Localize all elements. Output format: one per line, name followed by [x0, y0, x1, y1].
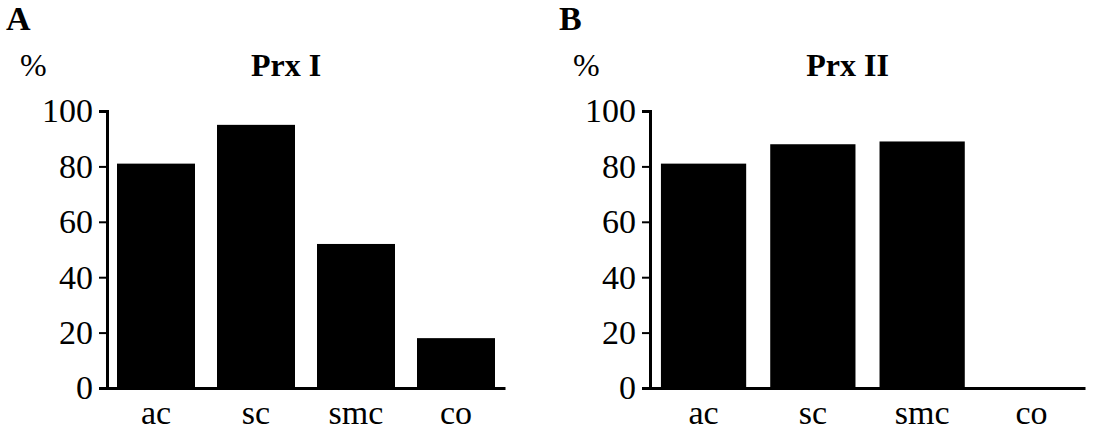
x-axis: ac sc smc co: [108, 389, 506, 432]
panel-label: B: [559, 0, 582, 37]
y-tick-mark: [99, 388, 107, 390]
y-axis-line: [99, 112, 108, 389]
y-tick-mark: [642, 277, 650, 279]
y-tick: 60: [602, 203, 650, 240]
y-tick-label: 60: [602, 203, 636, 240]
x-tick-label: co: [440, 394, 472, 431]
y-tick-label: 80: [602, 148, 636, 185]
y-tick: 0: [76, 369, 107, 406]
y-tick: 20: [59, 314, 107, 351]
y-tick: 40: [59, 259, 107, 296]
y-tick-mark: [642, 332, 650, 334]
x-tick: sc: [242, 394, 270, 431]
y-axis: 0 20 40 60 80 100: [585, 92, 651, 406]
x-tick: ac: [141, 394, 171, 431]
x-tick-label: ac: [688, 394, 718, 431]
x-tick-label: smc: [329, 394, 384, 431]
y-tick-label: 0: [619, 369, 636, 406]
x-axis-line: [651, 387, 1086, 390]
x-tick-label: smc: [895, 394, 950, 431]
y-tick-label: 60: [59, 203, 93, 240]
y-tick: 40: [602, 259, 650, 296]
y-tick-mark: [99, 166, 107, 168]
x-tick: sc: [799, 394, 827, 431]
bar: [770, 144, 855, 388]
bar: [661, 164, 746, 388]
y-tick: 20: [602, 314, 650, 351]
y-axis-title: %: [20, 47, 47, 83]
y-tick-label: 40: [59, 259, 93, 296]
y-tick-label: 100: [42, 92, 93, 129]
y-tick-mark: [99, 277, 107, 279]
x-tick-label: sc: [799, 394, 827, 431]
bars: [661, 141, 965, 388]
y-tick: 100: [585, 92, 650, 129]
x-axis-line: [108, 387, 506, 390]
bars: [117, 125, 495, 388]
y-tick: 80: [59, 148, 107, 185]
y-tick-label: 0: [76, 369, 93, 406]
y-tick-mark: [642, 388, 650, 390]
chart-title: Prx I: [251, 47, 321, 83]
x-tick: co: [440, 394, 472, 431]
y-tick-mark: [99, 332, 107, 334]
panel: 0 20 40 60 80 100 ac sc smc co B% Prx II: [559, 0, 1086, 431]
bar: [117, 164, 195, 388]
y-axis-line: [642, 112, 651, 389]
x-tick: co: [1015, 394, 1047, 431]
y-tick-label: 40: [602, 259, 636, 296]
x-axis: ac sc smc co: [651, 389, 1086, 432]
y-tick-mark: [99, 221, 107, 223]
x-tick-label: sc: [242, 394, 270, 431]
x-tick: smc: [329, 394, 384, 431]
x-tick: ac: [688, 394, 718, 431]
y-tick-label: 20: [59, 314, 93, 351]
y-tick: 60: [59, 203, 107, 240]
bar: [317, 244, 395, 388]
y-tick-label: 100: [585, 92, 636, 129]
y-tick-label: 80: [59, 148, 93, 185]
panel: 0 20 40 60 80 100 ac sc smc co A% Prx I: [6, 0, 506, 431]
x-tick: smc: [895, 394, 950, 431]
y-tick-label: 20: [602, 314, 636, 351]
bar: [417, 338, 495, 388]
y-tick: 80: [602, 148, 650, 185]
bar: [880, 141, 965, 388]
panel-label: A: [6, 0, 31, 37]
y-tick-mark: [642, 166, 650, 168]
chart-title: Prx II: [806, 47, 889, 83]
y-tick: 100: [42, 92, 107, 129]
y-tick: 0: [619, 369, 650, 406]
bar: [217, 125, 295, 388]
x-tick-label: co: [1015, 394, 1047, 431]
y-tick-mark: [642, 111, 650, 113]
y-tick-mark: [642, 221, 650, 223]
y-tick-mark: [99, 111, 107, 113]
y-axis-title: %: [573, 47, 600, 83]
y-axis: 0 20 40 60 80 100: [42, 92, 108, 406]
x-tick-label: ac: [141, 394, 171, 431]
